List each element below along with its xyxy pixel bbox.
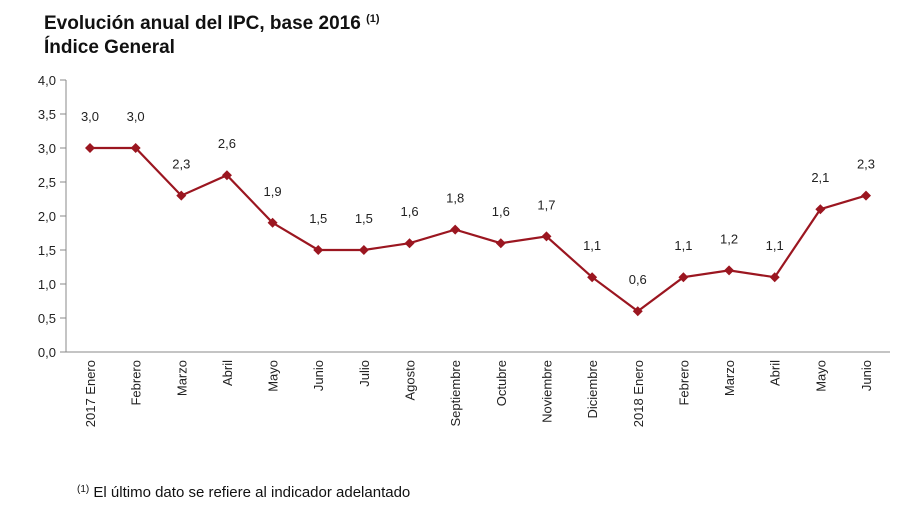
x-tick-label: Noviembre [539,360,554,423]
data-label: 1,8 [446,191,464,206]
footnote-text: El último dato se refiere al indicador a… [93,484,411,501]
data-label: 2,3 [857,157,875,172]
x-tick-label: Febrero [129,360,144,406]
x-tick-label: Marzo [174,360,189,396]
y-tick-label: 2,0 [38,209,56,224]
x-tick-label: 2017 Enero [83,360,98,427]
data-label: 1,1 [674,238,692,253]
x-tick-label: 2018 Enero [631,360,646,427]
data-label: 1,1 [766,238,784,253]
data-point [861,190,871,201]
x-tick-label: Octubre [494,360,509,406]
data-point [358,245,369,255]
y-tick-label: 2,5 [38,175,56,190]
data-label: 1,5 [355,211,373,226]
data-label: 2,6 [218,136,236,151]
y-tick-label: 1,0 [38,277,56,292]
y-tick-label: 0,5 [38,311,56,326]
title-text: Evolución anual del IPC, base 2016 [44,13,361,34]
x-tick-label: Mayo [813,360,828,392]
data-label: 1,6 [492,204,510,219]
x-tick-label: Abril [768,360,783,386]
data-label: 1,9 [264,184,282,199]
footnote: (1) El último dato se refiere al indicad… [77,484,410,501]
y-tick-label: 3,0 [38,141,56,156]
y-tick-label: 4,0 [38,73,56,88]
chart-subtitle: Índice General [44,37,175,58]
data-point [130,143,141,153]
data-point [769,272,780,283]
data-point [541,231,552,242]
data-point [267,217,278,228]
y-tick-label: 3,5 [38,107,56,122]
x-tick-label: Junio [311,360,326,391]
footnote-mark: (1) [77,484,90,495]
data-point [313,245,324,255]
data-label: 3,0 [127,109,145,124]
data-label: 1,7 [537,197,555,212]
x-tick-label: Julio [357,360,372,387]
x-tick-label: Agosto [403,360,418,400]
data-point [85,143,95,153]
data-point [221,170,232,181]
data-label: 1,2 [720,231,738,246]
data-point [176,190,187,201]
x-tick-label: Mayo [266,360,281,392]
x-tick-label: Junio [859,360,874,391]
y-tick-label: 1,5 [38,243,56,258]
x-tick-label: Marzo [722,360,737,396]
x-tick-label: Diciembre [585,360,600,419]
data-point [724,265,735,276]
data-point [587,272,598,283]
data-point [815,204,826,215]
chart-title: Evolución anual del IPC, base 2016 (1) Í… [44,7,380,60]
data-point [450,224,461,235]
x-tick-label: Septiembre [448,360,463,426]
y-tick-label: 0,0 [38,345,56,360]
data-point [404,238,415,249]
x-tick-label: Febrero [676,360,691,406]
data-point [495,238,506,249]
data-label: 2,3 [172,157,190,172]
data-point [632,306,643,317]
data-label: 0,6 [629,272,647,287]
title-note: (1) [366,13,380,25]
data-point [678,272,689,283]
data-label: 1,6 [400,204,418,219]
data-label: 3,0 [81,109,99,124]
data-label: 1,1 [583,238,601,253]
x-tick-label: Abril [220,360,235,386]
data-label: 2,1 [811,170,829,185]
series-line [90,146,867,313]
data-label: 1,5 [309,211,327,226]
